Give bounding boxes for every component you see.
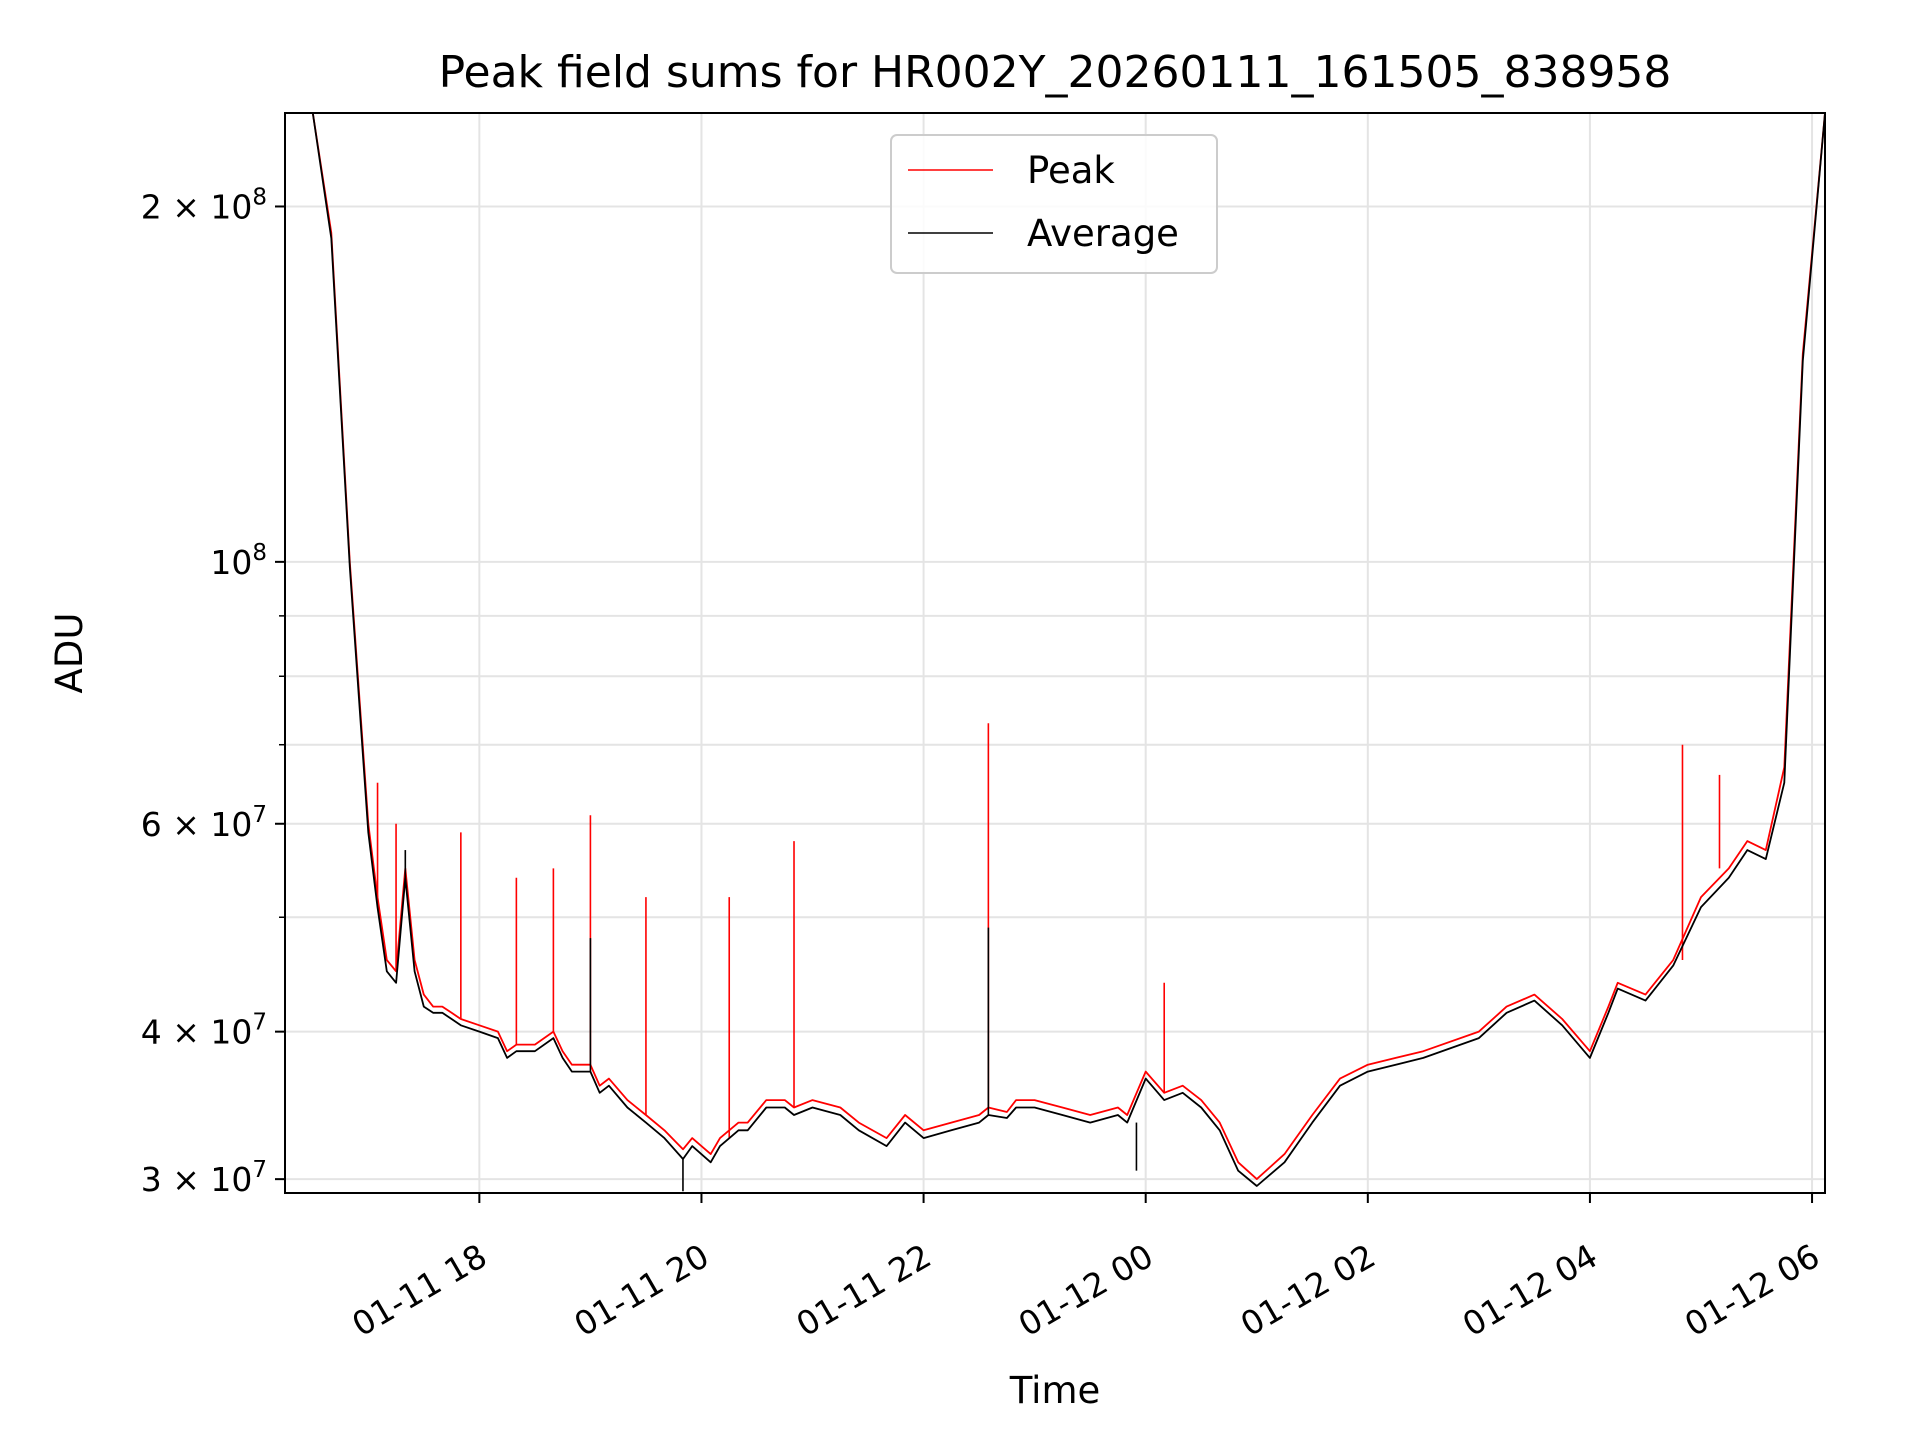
grid-layer (285, 113, 1825, 1193)
legend-average-label: Average (1027, 212, 1179, 255)
y-tick-label: 108 (210, 540, 267, 582)
plot-frame (284, 112, 1826, 1194)
series-line-peak (285, 113, 1825, 1180)
y-tick-label: 6 × 107 (141, 802, 267, 844)
series-line-average (285, 113, 1825, 1187)
y-axis-label: ADU (48, 613, 91, 694)
legend-peak-label: Peak (1027, 149, 1115, 192)
y-tick-label: 4 × 107 (141, 1010, 267, 1052)
x-axis-label: Time (1009, 1369, 1101, 1412)
y-tick-label: 3 × 107 (141, 1157, 267, 1199)
legend: Peak Average (890, 134, 1218, 274)
y-tick-label: 2 × 108 (141, 184, 267, 226)
series-layer (285, 113, 1825, 1192)
chart-title: Peak field sums for HR002Y_20260111_1615… (439, 47, 1672, 98)
